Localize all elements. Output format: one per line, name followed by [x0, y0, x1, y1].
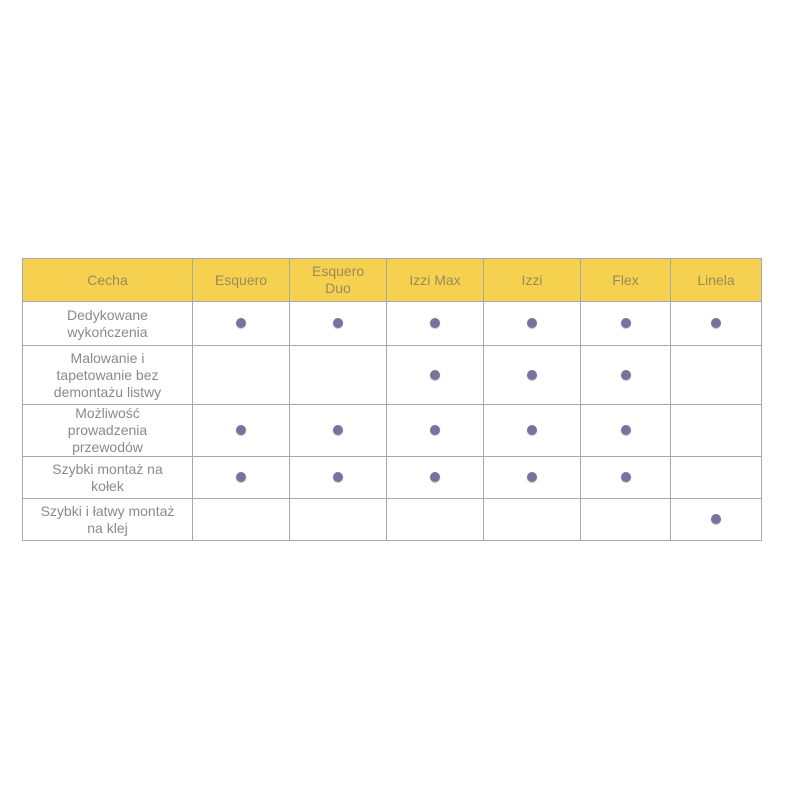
feature-cell [580, 404, 671, 457]
dot-icon [711, 318, 721, 328]
table-row: Szybki montaż na kołek [22, 456, 762, 499]
feature-cell [670, 301, 762, 346]
feature-cell [386, 301, 484, 346]
dot-icon [620, 472, 631, 482]
feature-cell [580, 301, 671, 346]
column-header: Linela [670, 258, 762, 302]
dot-icon [430, 425, 440, 435]
feature-cell [483, 404, 581, 457]
dot-icon [527, 472, 537, 482]
dot-icon [620, 425, 631, 435]
dot-icon [527, 425, 537, 435]
dot-icon [711, 514, 721, 524]
feature-cell [670, 498, 762, 541]
dot-icon [430, 472, 440, 482]
dot-icon [620, 318, 631, 328]
feature-label: Malowanie i tapetowanie bez demontażu li… [22, 345, 193, 405]
dot-icon [333, 425, 343, 435]
dot-icon [430, 369, 440, 380]
dot-icon [527, 369, 537, 380]
feature-label: Możliwość prowadzenia przewodów [22, 404, 193, 457]
feature-cell [386, 456, 484, 499]
table-row: Szybki i łatwy montaż na klej [22, 498, 762, 541]
feature-cell [483, 301, 581, 346]
feature-cell [192, 301, 290, 346]
comparison-table: Cecha Esquero Esquero Duo Izzi Max Izzi Flex L… [22, 258, 762, 541]
column-header: Flex [580, 258, 671, 302]
feature-cell [192, 345, 290, 405]
feature-cell [483, 498, 581, 541]
feature-cell [670, 404, 762, 457]
dot-icon [527, 318, 537, 328]
table-row: Dedykowane wykończenia [22, 301, 762, 346]
feature-cell [670, 456, 762, 499]
feature-cell [386, 404, 484, 457]
column-header: Esquero Duo [289, 258, 387, 302]
feature-cell [289, 345, 387, 405]
feature-cell [670, 345, 762, 405]
feature-cell [580, 456, 671, 499]
column-header: Izzi Max [386, 258, 484, 302]
feature-cell [192, 404, 290, 457]
feature-cell [386, 498, 484, 541]
feature-label: Szybki montaż na kołek [22, 456, 193, 499]
feature-cell [580, 345, 671, 405]
feature-label: Szybki i łatwy montaż na klej [22, 498, 193, 541]
table-row: Możliwość prowadzenia przewodów [22, 404, 762, 457]
column-header: Izzi [483, 258, 581, 302]
dot-icon [236, 425, 246, 435]
feature-cell [289, 456, 387, 499]
dot-icon [333, 472, 343, 482]
feature-cell [289, 301, 387, 346]
feature-cell [192, 498, 290, 541]
column-header: Esquero [192, 258, 290, 302]
table-row: Malowanie i tapetowanie bez demontażu li… [22, 345, 762, 405]
dot-icon [333, 318, 343, 328]
feature-label: Dedykowane wykończenia [22, 301, 193, 346]
dot-icon [236, 318, 246, 328]
dot-icon [236, 472, 246, 482]
feature-cell [483, 345, 581, 405]
feature-cell [580, 498, 671, 541]
column-header: Cecha [22, 258, 193, 302]
header-row: Cecha Esquero Esquero Duo Izzi Max Izzi Flex L… [22, 258, 762, 302]
feature-cell [483, 456, 581, 499]
feature-cell [192, 456, 290, 499]
feature-cell [289, 404, 387, 457]
dot-icon [430, 318, 440, 328]
feature-cell [289, 498, 387, 541]
feature-cell [386, 345, 484, 405]
dot-icon [620, 369, 631, 380]
